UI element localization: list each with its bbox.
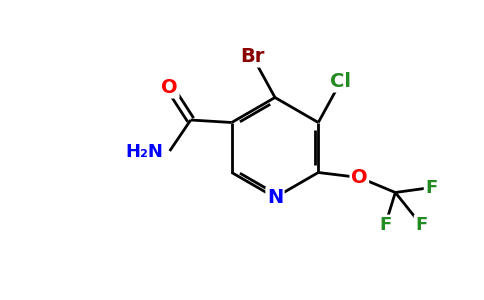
Text: O: O <box>351 168 368 187</box>
Text: O: O <box>161 78 178 97</box>
Text: F: F <box>379 216 392 234</box>
Text: Br: Br <box>241 47 265 66</box>
Text: N: N <box>267 188 283 207</box>
Text: F: F <box>425 178 438 196</box>
Text: Cl: Cl <box>330 72 351 91</box>
Text: F: F <box>415 216 427 234</box>
Text: H₂N: H₂N <box>126 143 164 161</box>
